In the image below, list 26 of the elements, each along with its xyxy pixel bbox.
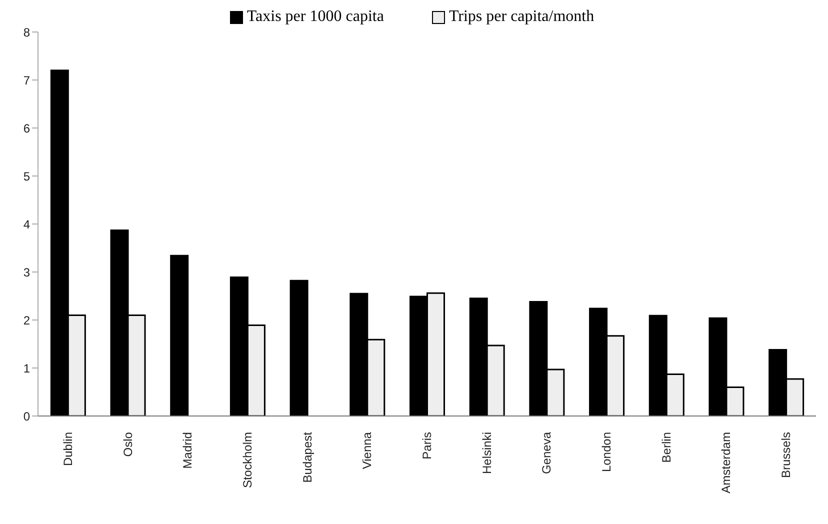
y-tick-label: 1	[23, 361, 30, 376]
y-tick-label: 8	[23, 25, 30, 40]
x-tick-label: Geneva	[540, 432, 554, 474]
x-tick-label: Amsterdam	[719, 432, 734, 494]
x-tick-label: Budapest	[300, 431, 314, 483]
legend-label: Taxis per 1000 capita	[246, 8, 384, 26]
bar	[170, 254, 189, 416]
x-tick-label: Paris	[420, 432, 434, 460]
y-tick-label: 5	[23, 169, 30, 184]
y-tick-label: 6	[23, 121, 30, 136]
x-tick-label: Oslo	[120, 432, 135, 457]
x-tick-label: London	[600, 432, 614, 472]
y-tick-label: 3	[23, 265, 30, 280]
x-tick-label: Berlin	[659, 432, 674, 463]
x-tick-label: Dublin	[60, 432, 75, 466]
x-tick-label: Brussels	[779, 432, 794, 478]
y-tick-label: 0	[23, 409, 30, 424]
y-tick-label: 7	[23, 73, 30, 88]
bar	[290, 280, 308, 416]
x-tick-label: Helsinki	[480, 432, 494, 474]
x-tick-label: Madrid	[180, 432, 195, 469]
x-tick-label: Vienna	[360, 432, 374, 470]
y-tick-label: 2	[23, 313, 30, 328]
y-tick-label: 4	[23, 217, 30, 232]
x-tick-label: Stockholm	[240, 432, 254, 488]
legend-label: Trips per capita/month	[448, 8, 594, 26]
